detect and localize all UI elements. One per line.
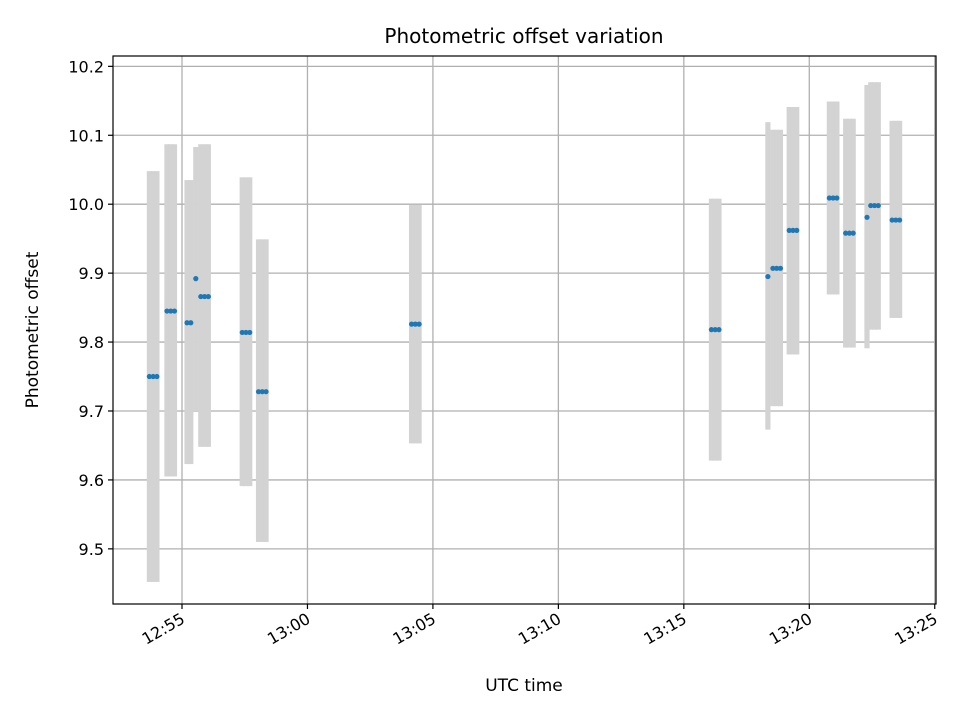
data-point: [716, 327, 722, 333]
data-point: [184, 320, 190, 326]
data-point: [255, 389, 262, 395]
y-axis-ticks: 9.5 9.6 9.7 9.8 9.9 10.0 10.1 10.2: [68, 57, 113, 559]
data-point: [830, 195, 836, 201]
data-point: [875, 202, 881, 209]
data-point: [193, 276, 199, 282]
data-point: [168, 308, 174, 314]
data-point: [201, 293, 208, 300]
data-point: [786, 227, 792, 233]
data-point: [146, 373, 152, 380]
data-point: [205, 293, 211, 300]
data-point: [777, 265, 784, 271]
data-point: [259, 389, 265, 395]
y-tick-label: 9.7: [79, 402, 104, 421]
data-point: [826, 195, 832, 201]
data-point: [708, 327, 715, 333]
y-tick-label: 9.9: [79, 264, 104, 283]
data-point: [770, 265, 776, 271]
y-tick-label: 9.6: [79, 471, 104, 490]
plot-frame: [112, 55, 937, 605]
data-point: [871, 202, 878, 209]
y-tick-label: 10.2: [68, 57, 104, 76]
data-point: [846, 230, 853, 236]
y-tick-label: 10.0: [68, 195, 104, 214]
y-tick-label: 9.8: [79, 333, 104, 352]
data-point: [864, 214, 870, 220]
x-axis-label: UTC time: [485, 676, 563, 696]
data-point: [188, 320, 194, 326]
data-point: [774, 265, 780, 271]
data-point: [171, 308, 178, 314]
data-point: [247, 329, 253, 336]
data-point: [889, 217, 895, 223]
data-point: [239, 329, 245, 336]
data-point: [834, 195, 840, 201]
data-point: [154, 373, 160, 380]
data-point: [868, 202, 874, 209]
y-axis-label: Photometric offset: [23, 251, 43, 408]
data-point: [765, 273, 771, 280]
data-point: [893, 217, 899, 223]
data-point: [243, 329, 249, 336]
data-point: [412, 321, 418, 327]
data-point: [794, 227, 800, 233]
data-point: [712, 327, 718, 333]
data-point: [416, 321, 422, 327]
data-points: [146, 195, 903, 395]
data-point: [843, 230, 849, 236]
data-point: [408, 321, 415, 327]
data-point: [164, 308, 170, 314]
data-point: [790, 227, 796, 233]
data-point: [198, 293, 204, 300]
data-point: [850, 230, 856, 236]
chart-title: Photometric offset variation: [384, 24, 663, 48]
data-point: [263, 389, 269, 395]
y-tick-label: 9.5: [79, 540, 104, 559]
y-tick-label: 10.1: [68, 126, 104, 145]
data-point: [897, 217, 903, 223]
data-point: [150, 373, 156, 380]
